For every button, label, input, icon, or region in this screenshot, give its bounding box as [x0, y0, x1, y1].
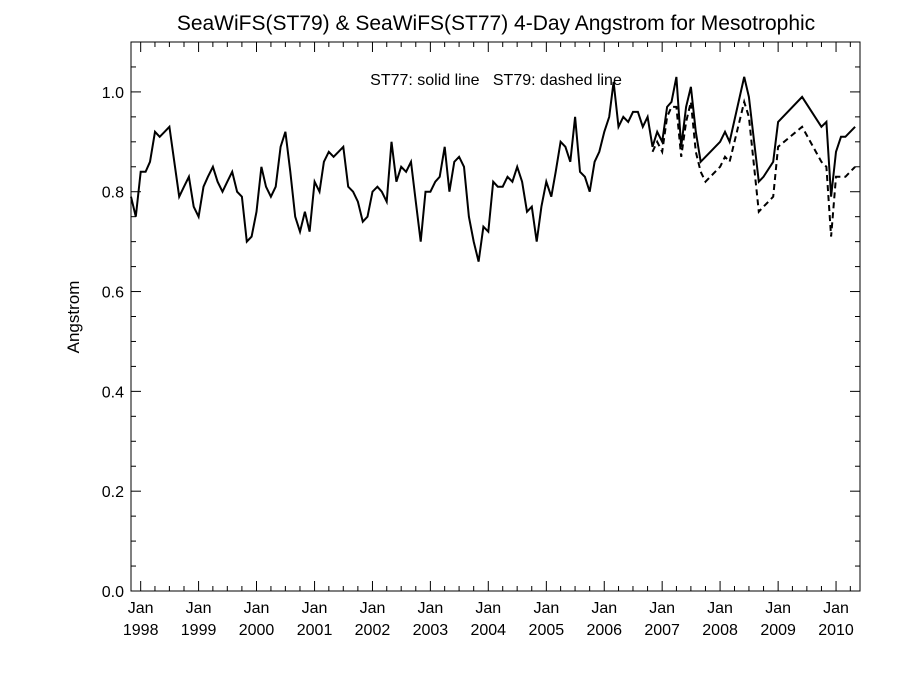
x-tick-label-month: Jan	[417, 600, 443, 617]
x-tick-label-year: 1998	[123, 622, 159, 639]
x-tick-label-month: Jan	[128, 600, 154, 617]
y-tick-label: 0.4	[102, 384, 124, 401]
x-tick-label-year: 2000	[239, 622, 275, 639]
series-line-st77	[130, 76, 856, 262]
series-style-annotation: ST77: solid line ST79: dashed line	[370, 72, 622, 89]
y-tick-label: 0.2	[102, 484, 124, 501]
y-tick-label: 0.0	[102, 584, 124, 601]
x-tick-label-year: 2008	[702, 622, 738, 639]
x-tick-label-month: Jan	[360, 600, 386, 617]
x-tick-label-year: 2004	[470, 622, 506, 639]
x-tick-label-month: Jan	[475, 600, 501, 617]
x-tick-label-month: Jan	[302, 600, 328, 617]
x-tick-label-month: Jan	[707, 600, 733, 617]
series-line-st79	[651, 98, 856, 237]
x-tick-label-year: 2009	[760, 622, 796, 639]
x-tick-label-year: 2006	[586, 622, 622, 639]
x-tick-label-month: Jan	[533, 600, 559, 617]
x-tick-label-year: 2001	[297, 622, 333, 639]
y-tick-label: 0.6	[102, 285, 124, 302]
x-tick-label-month: Jan	[186, 600, 212, 617]
x-tick-label-month: Jan	[649, 600, 675, 617]
x-tick-label-month: Jan	[591, 600, 617, 617]
x-tick-label-month: Jan	[244, 600, 270, 617]
x-tick-label-year: 2007	[644, 622, 680, 639]
x-tick-label-year: 2005	[529, 622, 565, 639]
y-tick-label: 1.0	[102, 85, 124, 102]
chart-title: SeaWiFS(ST79) & SeaWiFS(ST77) 4-Day Angs…	[177, 12, 815, 35]
x-tick-label-month: Jan	[765, 600, 791, 617]
x-tick-label-year: 2002	[355, 622, 391, 639]
series-lines	[130, 76, 856, 262]
y-axis-label: Angstrom	[64, 281, 83, 354]
x-tick-label-month: Jan	[823, 600, 849, 617]
axis-ticks: 0.0 0.2 0.4 0.6 0.8 1.0 Jan 1998 Jan 1999 Jan 2000 J…	[102, 42, 860, 639]
y-tick-label: 0.8	[102, 185, 124, 202]
x-tick-label-year: 2003	[413, 622, 449, 639]
x-tick-label-year: 1999	[181, 622, 217, 639]
x-tick-label-year: 2010	[818, 622, 854, 639]
